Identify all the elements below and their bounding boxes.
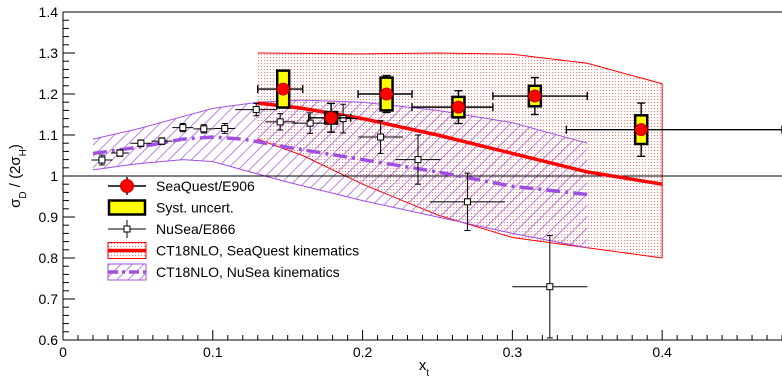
y-tick-label: 1 [50, 168, 58, 184]
nusea-point [395, 134, 441, 185]
seaquest-marker [634, 123, 648, 137]
y-tick-label: 0.9 [39, 209, 59, 225]
nusea-marker [137, 139, 145, 147]
nusea-marker [98, 156, 106, 164]
x-tick-label: 0.2 [353, 344, 373, 360]
legend-swatch-box [107, 199, 147, 216]
y-tick-label: 1.1 [39, 127, 59, 143]
x-tick-label: 0 [59, 344, 67, 360]
legend-entry: CT18NLO, SeaQuest kinematics [107, 242, 359, 259]
legend-entry: CT18NLO, NuSea kinematics [107, 263, 340, 281]
seaquest-point [565, 102, 782, 158]
y-tick-label: 1.3 [39, 45, 59, 61]
plot-area [63, 52, 782, 339]
legend-entry: SeaQuest/E906 [108, 177, 255, 195]
nusea-point [172, 123, 194, 133]
nusea-marker [339, 115, 347, 123]
nusea-marker [377, 133, 385, 141]
nusea-marker [463, 198, 471, 206]
nusea-point [235, 102, 278, 117]
nusea-point [265, 113, 296, 131]
nusea-point [193, 124, 215, 134]
nusea-marker [276, 118, 284, 126]
y-tick-label: 0.8 [39, 250, 59, 266]
nusea-marker [306, 119, 314, 127]
seaquest-band-upper [257, 52, 663, 85]
y-axis-title: σD / (2σH) [7, 144, 29, 208]
nusea-point [358, 120, 404, 154]
seaquest-marker [451, 100, 465, 114]
legend-label: CT18NLO, SeaQuest kinematics [156, 243, 359, 259]
x-tick-label: 0.4 [652, 344, 672, 360]
nusea-point [130, 139, 152, 147]
nusea-marker [200, 125, 208, 133]
legend-swatch-marker [123, 225, 131, 233]
seaquest-point [411, 90, 494, 125]
nusea-marker [546, 283, 554, 291]
legend-label: Syst. uncert. [156, 200, 234, 216]
x-tick-label: 0.3 [503, 344, 523, 360]
legend-label: SeaQuest/E906 [156, 178, 255, 194]
seaquest-marker [380, 87, 394, 101]
axes: 0 0.1 0.2 0.3 0.4 0.6 0.7 0.8 0.9 1 1.1 1.2 1.3 1.4 [39, 4, 782, 360]
seaquest-point [492, 76, 588, 116]
nusea-point [214, 123, 236, 134]
nusea-point [110, 149, 129, 157]
legend-entry: Syst. uncert. [107, 199, 234, 216]
y-tick-label: 1.4 [39, 4, 59, 20]
seaquest-marker [528, 89, 542, 103]
nusea-marker [252, 106, 260, 114]
x-axis-title: xt [419, 357, 430, 379]
x-tick-label: 0.1 [203, 344, 223, 360]
y-tick-label: 0.6 [39, 332, 59, 348]
nusea-point [429, 172, 505, 232]
y-tick-label: 0.7 [39, 291, 59, 307]
nusea-point [91, 154, 113, 166]
legend-swatch-marker [120, 179, 134, 193]
seaquest-marker [276, 82, 290, 96]
legend: SeaQuest/E906 Syst. uncert. NuSea/E866 CT18… [107, 177, 359, 281]
nusea-point [151, 137, 173, 145]
legend-label: CT18NLO, NuSea kinematics [156, 264, 340, 280]
seaquest-marker [324, 111, 338, 125]
legend-label: NuSea/E866 [156, 221, 236, 237]
seaquest-central-curve [257, 101, 663, 186]
nusea-marker [158, 137, 166, 145]
y-tick-label: 1.2 [39, 86, 59, 102]
nusea-marker [221, 124, 229, 132]
nusea-marker [179, 124, 187, 132]
seaquest-point [307, 102, 352, 133]
nusea-point [512, 234, 588, 339]
nusea-band-fill [92, 100, 588, 248]
seaquest-point [357, 74, 413, 114]
nusea-marker [414, 156, 422, 164]
nusea-central-curve [92, 135, 588, 197]
seaquest-point [257, 69, 304, 109]
nusea-point [292, 112, 329, 134]
legend-entry: NuSea/E866 [108, 220, 236, 238]
nusea-marker [116, 149, 124, 157]
